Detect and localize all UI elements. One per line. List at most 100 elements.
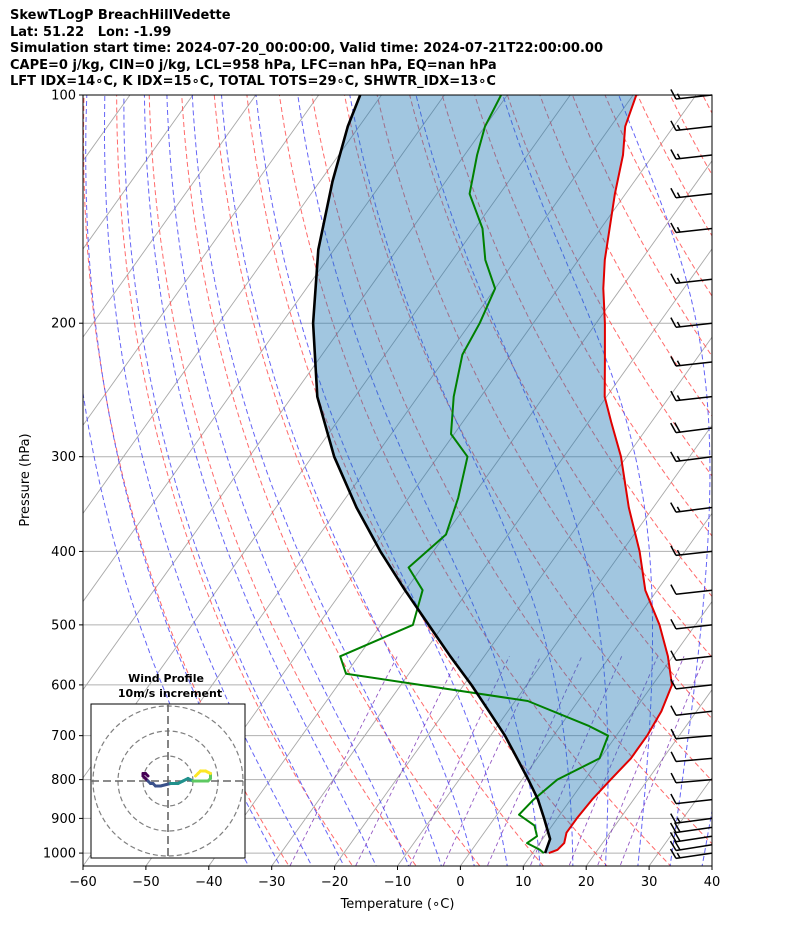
- barb-half-flag: [676, 506, 681, 512]
- barb-half-flag: [676, 321, 681, 328]
- x-tick-label: −50: [132, 875, 159, 890]
- wind-barb: [669, 831, 713, 843]
- barb-flag: [670, 273, 677, 284]
- barb-staff: [675, 710, 713, 717]
- barb-staff: [675, 506, 713, 513]
- barb-flag: [670, 451, 677, 462]
- barb-flag: [670, 751, 677, 762]
- indices-line: LFT IDX=14∘C, K IDX=15∘C, TOTAL TOTS=29∘…: [10, 74, 496, 89]
- dry-adiabat: [699, 22, 794, 885]
- barb-staff: [675, 94, 713, 100]
- y-tick-label: 100: [51, 89, 76, 104]
- moist-adiabat: [255, 95, 508, 866]
- dry-adiabat: [669, 95, 712, 176]
- wind-barb: [670, 149, 713, 160]
- barb-half-flag: [676, 852, 681, 859]
- barb-staff: [675, 322, 713, 328]
- dry-adiabat: [311, 95, 712, 845]
- dry-adiabat: [636, 95, 712, 237]
- barb-staff: [675, 798, 713, 805]
- barb-staff: [675, 455, 713, 463]
- barb-flag: [670, 545, 677, 556]
- barb-flag: [670, 187, 677, 199]
- isotherm: [83, 95, 383, 515]
- barb-flag: [669, 822, 677, 833]
- isotherm: [83, 95, 194, 250]
- wind-barb: [670, 187, 713, 199]
- moist-adiabat: [618, 95, 711, 866]
- y-tick-label: 700: [51, 729, 76, 744]
- barb-half-flag: [676, 360, 681, 366]
- x-axis-label: Temperature (∘C): [340, 897, 455, 912]
- barb-staff: [675, 844, 713, 852]
- hodograph-subtitle: 10m/s increment: [118, 687, 222, 700]
- chart-title: SkewTLogP BreachHillVedette: [10, 8, 231, 23]
- barb-half-flag: [676, 93, 681, 99]
- barb-staff: [675, 278, 713, 284]
- isotherm: [83, 95, 320, 427]
- dry-adiabat: [148, 95, 417, 866]
- barb-flag: [670, 584, 677, 595]
- barb-staff: [675, 193, 713, 199]
- y-tick-label: 1000: [43, 847, 76, 862]
- barb-staff: [675, 624, 713, 630]
- wind-barb: [670, 89, 713, 100]
- y-tick-label: 900: [51, 812, 76, 827]
- isotherm: [396, 424, 712, 866]
- dry-adiabat: [83, 95, 290, 866]
- wind-barb: [670, 502, 713, 513]
- barb-flag: [670, 502, 677, 513]
- mixing-ratio-line: [355, 656, 460, 866]
- dry-adiabat: [213, 95, 545, 866]
- barb-flag: [670, 222, 677, 233]
- dry-adiabat: [474, 95, 712, 537]
- y-axis-label: Pressure (hPa): [18, 433, 33, 526]
- moist-adiabat: [502, 95, 653, 866]
- mixing-ratio-line: [619, 656, 706, 866]
- barb-flag: [670, 705, 677, 716]
- moist-adiabat: [143, 95, 377, 866]
- isotherm: [648, 777, 712, 866]
- wind-barb: [670, 451, 713, 463]
- barb-staff: [675, 835, 713, 843]
- wind-barb: [670, 618, 713, 630]
- barb-flag: [673, 831, 681, 842]
- dry-adiabat: [571, 95, 712, 357]
- hodograph-plot: [91, 704, 245, 858]
- x-tick-label: −40: [195, 875, 222, 890]
- moist-adiabat: [123, 95, 345, 866]
- barb-staff: [675, 589, 713, 595]
- hodograph-segment: [159, 782, 172, 788]
- wind-barb: [670, 728, 713, 740]
- barb-half-flag: [676, 192, 681, 198]
- dry-adiabat: [506, 95, 712, 477]
- barb-half-flag: [676, 153, 681, 159]
- isotherm: [208, 160, 712, 866]
- dry-adiabat: [181, 95, 481, 866]
- barb-flag: [670, 650, 677, 661]
- isotherm: [459, 512, 712, 866]
- x-tick-label: 20: [578, 875, 595, 890]
- barb-flag: [670, 89, 677, 100]
- barb-flag: [670, 618, 677, 630]
- wind-barb: [670, 222, 713, 234]
- barb-staff: [675, 227, 713, 234]
- mixing-ratio-line: [568, 656, 659, 866]
- dry-adiabat: [760, 22, 794, 885]
- wind-barb: [670, 705, 713, 717]
- wind-barb: [670, 273, 713, 284]
- wind-barb: [670, 356, 713, 367]
- moist-adiabat: [191, 95, 442, 866]
- barb-half-flag: [676, 277, 681, 284]
- mixing-ratio-line: [486, 656, 583, 866]
- wind-barb: [670, 813, 713, 824]
- wind-barb: [670, 317, 713, 328]
- x-tick-label: −20: [321, 875, 348, 890]
- barb-flag: [670, 772, 677, 784]
- dry-adiabat: [344, 95, 712, 782]
- wind-barb: [670, 545, 713, 557]
- x-tick-label: −10: [384, 875, 411, 890]
- barb-staff: [675, 826, 713, 834]
- barb-flag: [670, 813, 677, 824]
